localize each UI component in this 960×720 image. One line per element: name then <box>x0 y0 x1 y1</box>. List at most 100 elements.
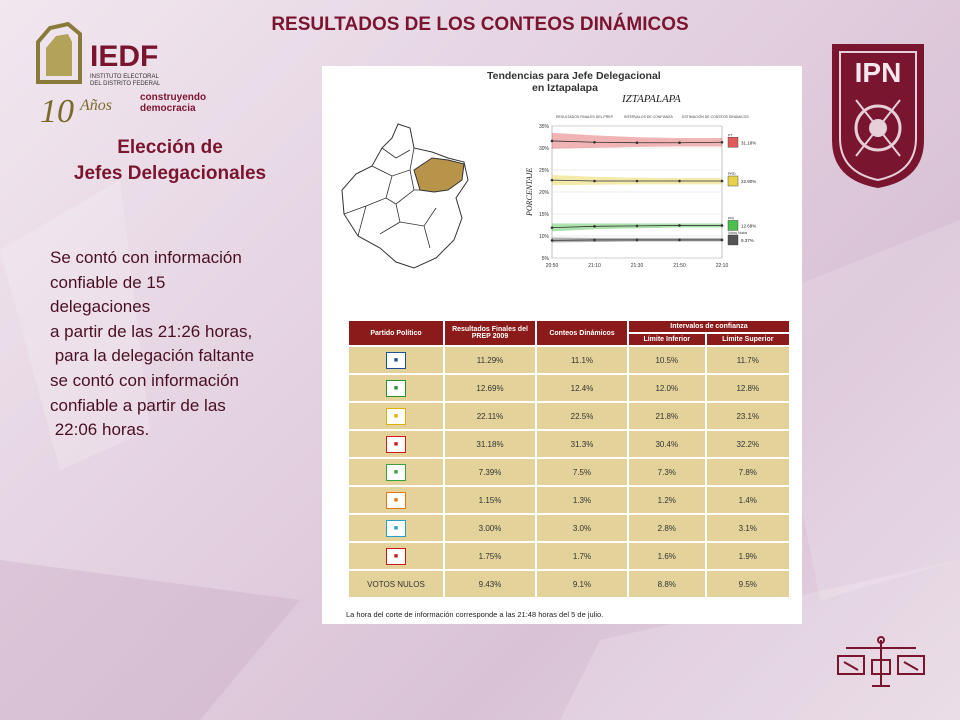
pvem-logo-icon: ■ <box>386 463 406 481</box>
confidence-band <box>551 132 723 149</box>
lower-cell: 7.3% <box>628 458 706 486</box>
x-tick-label: 21:50 <box>673 263 686 269</box>
prep-cell: 11.29% <box>444 346 536 374</box>
y-tick-label: 30% <box>539 146 550 152</box>
header-party: Partido Político <box>348 320 444 346</box>
data-point <box>720 224 724 227</box>
conteo-cell: 31.3% <box>536 430 628 458</box>
lower-cell: 12.0% <box>628 374 706 402</box>
conteo-cell: 1.3% <box>536 486 628 514</box>
y-tick-label: 20% <box>539 190 550 196</box>
data-point <box>593 238 596 242</box>
conteo-cell: 22.5% <box>536 402 628 430</box>
iztapalapa-region <box>413 157 465 193</box>
party-cell: ■ <box>348 346 444 374</box>
y-tick-label: 5% <box>542 256 550 262</box>
lower-cell: 1.6% <box>628 542 706 570</box>
pan-logo-icon: ■ <box>386 351 406 369</box>
party-cell: ■ <box>348 402 444 430</box>
data-point <box>550 239 554 242</box>
legend-item: RESULTADOS FINALES DEL PREP <box>556 115 614 119</box>
chart-panel-title: IZTAPALAPA <box>621 93 681 105</box>
table-row: ■ 1.15% 1.3% 1.2% 1.4% <box>348 486 790 514</box>
data-point <box>635 238 639 242</box>
x-tick-label: 20:50 <box>546 263 559 269</box>
convergencia-logo-icon: ■ <box>386 491 406 509</box>
series-value-label: 12.69% <box>741 223 756 228</box>
iedf-slogan2: democracia <box>140 103 196 114</box>
data-point <box>678 224 681 227</box>
party-cell: ■ <box>348 430 444 458</box>
delegations-map <box>341 123 469 269</box>
ipn-text: IPN <box>855 57 902 88</box>
y-tick-label: 15% <box>539 212 550 218</box>
upper-cell: 7.8% <box>705 458 790 486</box>
lower-cell: 10.5% <box>628 346 706 374</box>
body-line: Se contó con información <box>50 248 242 267</box>
party-cell: ■ <box>348 374 444 402</box>
data-point <box>678 179 681 183</box>
results-table: Partido Político Resultados Finales del … <box>348 320 790 598</box>
nueva-alianza-logo-icon: ■ <box>386 519 406 537</box>
lower-cell: 30.4% <box>628 430 706 458</box>
subtitle-line1: Elección de <box>117 137 223 158</box>
prep-cell: 7.39% <box>444 458 536 486</box>
upper-cell: 23.1% <box>705 402 790 430</box>
lower-cell: 1.2% <box>628 486 706 514</box>
series-name: PRD <box>728 172 736 176</box>
table-row: ■ 12.69% 12.4% 12.0% 12.8% <box>348 374 790 402</box>
series-value-label: 31.18% <box>741 140 756 145</box>
page-title: RESULTADOS DE LOS CONTEOS DINÁMICOS <box>271 14 689 35</box>
prep-cell: 22.11% <box>444 402 536 430</box>
y-axis-label: PORCENTAJE <box>525 168 534 217</box>
table-row: ■ 3.00% 3.0% 2.8% 3.1% <box>348 514 790 542</box>
scale-icon <box>837 636 925 687</box>
series-marker <box>727 220 739 231</box>
conteo-cell: 11.1% <box>536 346 628 374</box>
chart-title: Tendencias para Jefe Delegacional en Izt… <box>487 70 661 94</box>
upper-cell: 3.1% <box>705 514 790 542</box>
upper-cell: 1.9% <box>705 542 790 570</box>
header-conteos: Conteos Dinámicos <box>536 320 628 346</box>
table-row: ■ 7.39% 7.5% 7.3% 7.8% <box>348 458 790 486</box>
y-tick-label: 35% <box>539 124 550 130</box>
iedf-years-word: Años <box>79 97 112 114</box>
footnote: La hora del corte de información corresp… <box>346 610 604 619</box>
data-point <box>593 179 596 183</box>
legend-item: ESTIMACIÓN DE CONTEOS DINÁMICOS <box>682 114 749 119</box>
body-line: confiable de 15 <box>50 272 166 292</box>
party-cell: ■ <box>348 458 444 486</box>
header-upper: Límite Superior <box>705 333 790 346</box>
series-name: PRI <box>728 216 734 220</box>
party-cell: ■ <box>348 514 444 542</box>
series-value-label: 9.37% <box>741 238 754 243</box>
data-point <box>635 141 639 145</box>
trend-chart: IZTAPALAPA RESULTADOS FINALES DEL PREP I… <box>525 93 756 269</box>
legend-item: INTERVALOS DE CONFIANZA <box>624 115 674 119</box>
body-line: para la delegación faltante <box>50 346 255 366</box>
header-intervals: Intervalos de confianza <box>628 320 790 333</box>
prep-cell: 1.75% <box>444 542 536 570</box>
party-cell: VOTOS NULOS <box>348 570 444 598</box>
data-point <box>550 178 554 182</box>
data-point <box>593 225 596 228</box>
section-subtitle: Elección de Jefes Delegacionales <box>40 135 300 187</box>
upper-cell: 12.8% <box>705 374 790 402</box>
body-line: 22:06 horas. <box>50 420 150 440</box>
data-point <box>593 140 596 144</box>
pri-logo-icon: ■ <box>386 379 406 397</box>
upper-cell: 9.5% <box>705 570 790 598</box>
x-tick-label: 22:10 <box>716 263 729 269</box>
data-point <box>550 139 554 143</box>
prd-logo-icon: ■ <box>386 407 406 425</box>
series-name: PT <box>728 133 733 137</box>
y-tick-label: 10% <box>539 234 550 240</box>
prep-cell: 12.69% <box>444 374 536 402</box>
data-point <box>720 238 724 242</box>
upper-cell: 1.4% <box>705 486 790 514</box>
conteo-cell: 7.5% <box>536 458 628 486</box>
psd-logo-icon: ■ <box>386 547 406 565</box>
description-text: Se contó con información confiable de 15… <box>50 246 322 443</box>
x-tick-label: 21:30 <box>631 263 644 269</box>
table-row: VOTOS NULOS 9.43% 9.1% 8.8% 9.5% <box>348 570 790 598</box>
